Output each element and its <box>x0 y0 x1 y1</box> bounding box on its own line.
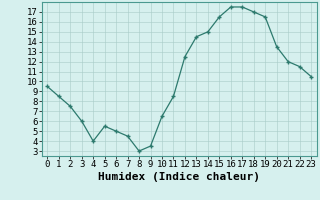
X-axis label: Humidex (Indice chaleur): Humidex (Indice chaleur) <box>98 172 260 182</box>
